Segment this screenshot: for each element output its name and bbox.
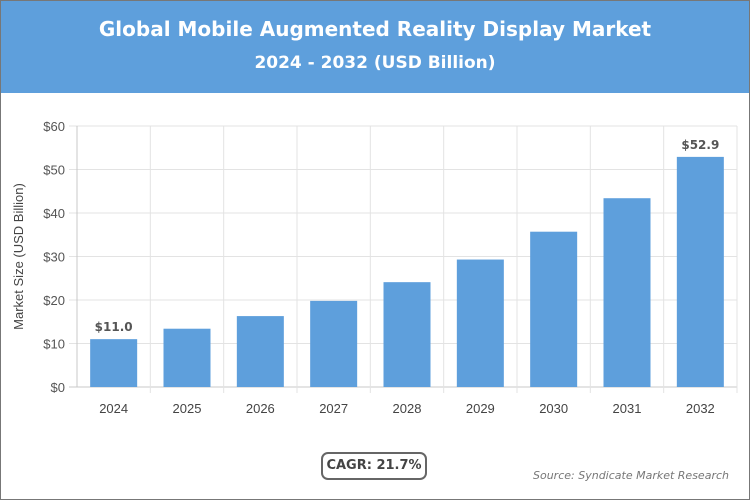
y-tick-label: $20 [43,293,65,308]
bar-2029 [456,259,504,387]
bar-2028 [383,282,431,387]
data-label: $52.9 [681,138,719,152]
cagr-badge: CAGR: 21.7% [321,452,427,480]
x-tick-label: 2027 [319,401,348,416]
x-tick-label: 2026 [246,401,275,416]
bar-2026 [236,316,284,387]
chart-header: Global Mobile Augmented Reality Display … [1,1,749,93]
bar-2031 [603,198,651,387]
x-tick-label: 2030 [539,401,568,416]
chart-subtitle: 2024 - 2032 (USD Billion) [254,53,496,73]
source-note: Source: Syndicate Market Research [533,469,729,482]
bar-2030 [530,231,578,387]
y-tick-label: $30 [43,250,65,265]
bar-2027 [310,300,358,387]
chart-title: Global Mobile Augmented Reality Display … [98,17,652,41]
bar-2025 [163,328,211,387]
y-tick-label: $0 [51,380,65,395]
y-tick-label: $60 [43,119,65,134]
y-axis-title: Market Size (USD Billion) [11,183,26,330]
x-tick-label: 2032 [686,401,715,416]
y-tick-label: $40 [43,206,65,221]
x-tick-label: 2031 [613,401,642,416]
bar-2024 [90,339,138,387]
data-label: $11.0 [95,320,133,334]
x-tick-label: 2028 [393,401,422,416]
x-tick-label: 2025 [173,401,202,416]
x-tick-label: 2029 [466,401,495,416]
x-tick-label: 2024 [99,401,128,416]
bar-2032 [676,156,724,387]
y-tick-label: $10 [43,337,65,352]
y-tick-label: $50 [43,163,65,178]
